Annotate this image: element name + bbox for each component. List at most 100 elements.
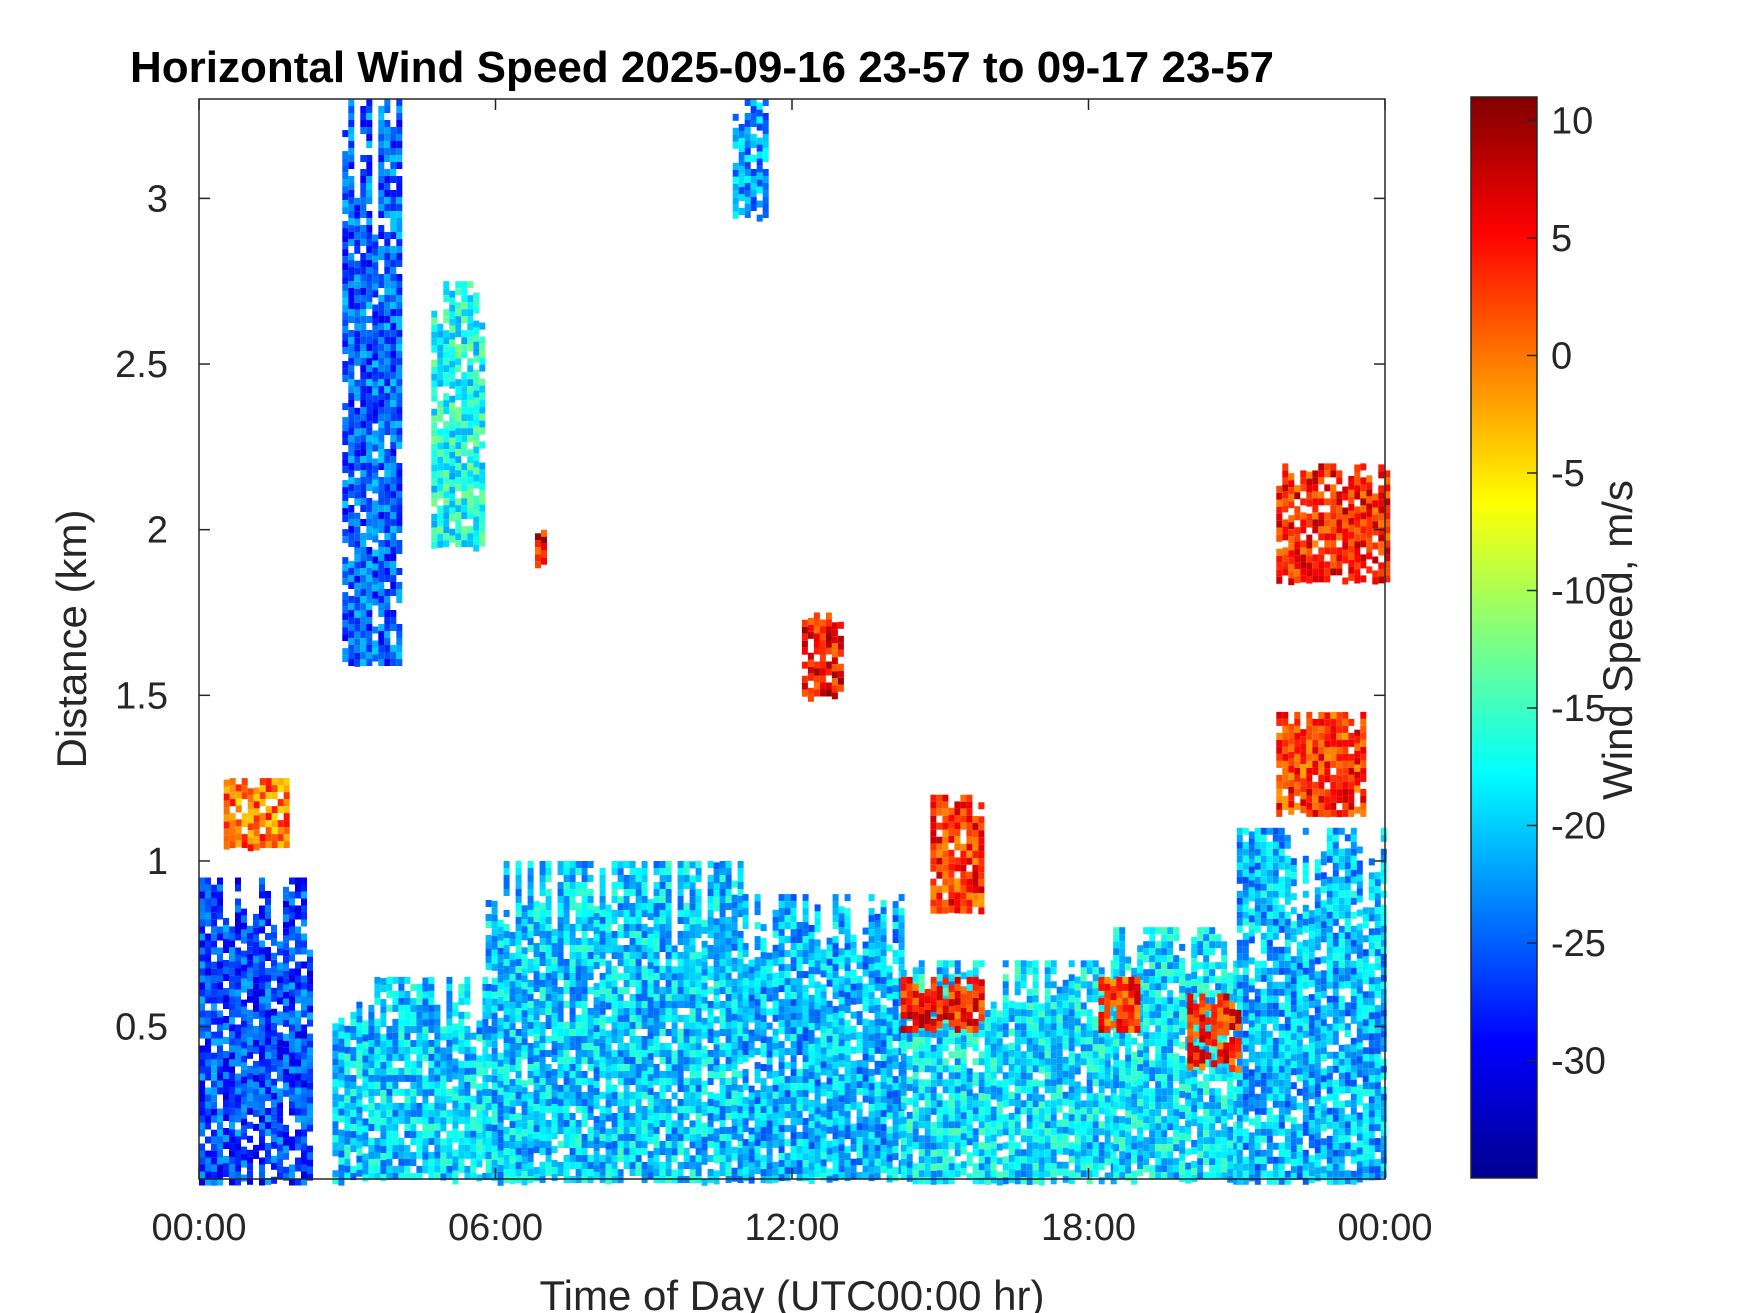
heatmap-cell	[850, 1123, 857, 1131]
heatmap-cell	[683, 1162, 690, 1169]
heatmap-cell	[647, 1053, 654, 1061]
heatmap-cell	[515, 952, 522, 959]
heatmap-cell	[446, 1060, 453, 1068]
heatmap-cell	[283, 1138, 289, 1146]
heatmap-cell	[289, 1059, 295, 1067]
heatmap-cell	[392, 1074, 399, 1082]
heatmap-cell	[713, 1114, 720, 1122]
heatmap-cell	[996, 1108, 1003, 1116]
heatmap-cell	[856, 1158, 863, 1166]
heatmap-cell	[635, 1071, 642, 1078]
heatmap-cell	[802, 1153, 809, 1161]
heatmap-cell	[737, 980, 744, 987]
heatmap-cell	[503, 994, 510, 1001]
heatmap-cell	[725, 1148, 732, 1155]
heatmap-cell	[199, 933, 205, 941]
heatmap-cell	[350, 1096, 357, 1104]
heatmap-cell	[551, 1055, 558, 1063]
heatmap-cell	[701, 1080, 708, 1088]
heatmap-cell	[1014, 1107, 1021, 1115]
heatmap-cell	[491, 935, 498, 943]
heatmap-cell	[1056, 1140, 1063, 1148]
heatmap-cell	[1038, 1171, 1045, 1179]
heatmap-cell	[701, 947, 708, 955]
heatmap-cell	[653, 1155, 660, 1162]
heatmap-cell	[844, 985, 851, 993]
heatmap-cell	[410, 1026, 417, 1034]
heatmap-cell	[464, 1095, 471, 1103]
heatmap-cell	[844, 1041, 851, 1049]
heatmap-cell	[563, 1022, 570, 1029]
heatmap-cell	[862, 955, 869, 963]
heatmap-cell	[434, 1165, 441, 1173]
heatmap-cell	[446, 1116, 453, 1124]
heatmap-cell	[772, 1098, 779, 1106]
heatmap-cell	[289, 905, 295, 913]
heatmap-cell	[374, 1074, 381, 1082]
heatmap-cell	[563, 938, 570, 945]
heatmap-cell	[611, 896, 618, 903]
heatmap-cell	[990, 1113, 997, 1121]
heatmap-cell	[677, 938, 684, 945]
heatmap-cell	[271, 1022, 277, 1030]
heatmap-cell	[623, 1113, 630, 1120]
heatmap-cell	[259, 1178, 265, 1186]
heatmap-cell	[533, 1139, 540, 1147]
heatmap-cell	[748, 1134, 755, 1142]
heatmap-cell	[659, 945, 666, 952]
heatmap-cell	[605, 1037, 612, 1045]
heatmap-cell	[205, 996, 211, 1004]
heatmap-cell	[527, 931, 534, 938]
heatmap-cell	[1080, 1037, 1087, 1045]
heatmap-cell	[868, 985, 875, 993]
heatmap-cell	[784, 1160, 791, 1168]
heatmap-cell	[587, 896, 594, 903]
heatmap-cell	[410, 1040, 417, 1048]
heatmap-cell	[497, 1150, 504, 1158]
heatmap-cell	[1086, 1058, 1093, 1066]
heatmap-cell	[527, 1169, 534, 1176]
heatmap-cell	[440, 1089, 447, 1097]
heatmap-cell	[647, 948, 654, 956]
heatmap-cell	[906, 1125, 913, 1133]
heatmap-cell	[912, 1170, 919, 1178]
heatmap-cell	[754, 1118, 761, 1126]
heatmap-cell	[458, 997, 465, 1005]
heatmap-cell	[1080, 1107, 1087, 1115]
heatmap-cell	[307, 1075, 313, 1083]
heatmap-cell	[868, 1132, 875, 1140]
heatmap-cell	[356, 1001, 363, 1009]
heatmap-cell	[575, 1148, 582, 1155]
heatmap-cell	[641, 903, 648, 910]
heatmap-cell	[814, 1149, 821, 1157]
heatmap-cell	[356, 1106, 363, 1114]
heatmap-cell	[1080, 1156, 1087, 1164]
heatmap-cell	[452, 1093, 459, 1101]
heatmap-cell	[386, 976, 393, 984]
heatmap-cell	[452, 1100, 459, 1108]
heatmap-cell	[772, 944, 779, 952]
heatmap-cell	[689, 1008, 696, 1016]
heatmap-cell	[1080, 1086, 1087, 1094]
heatmap-cell	[283, 1061, 289, 1069]
heatmap-cell	[491, 1159, 498, 1167]
heatmap-cell	[689, 945, 696, 953]
heatmap-cell	[1086, 1079, 1093, 1087]
heatmap-cell	[713, 1051, 720, 1059]
heatmap-cell	[539, 1120, 546, 1127]
heatmap-cell	[912, 1051, 919, 1059]
heatmap-cell	[647, 913, 654, 921]
heatmap-cell	[725, 903, 732, 910]
heatmap-cell	[802, 943, 809, 951]
heatmap-cell	[410, 1012, 417, 1020]
heatmap-cell	[211, 1108, 217, 1116]
heatmap-cell	[440, 1082, 447, 1090]
heatmap-cell	[701, 961, 708, 969]
heatmap-cell	[892, 1118, 899, 1126]
heatmap-cell	[886, 993, 893, 1001]
heatmap-cell	[635, 1141, 642, 1148]
heatmap-cell	[374, 1123, 381, 1131]
heatmap-cell	[211, 961, 217, 969]
heatmap-cell	[289, 1031, 295, 1039]
heatmap-cell	[838, 1046, 845, 1054]
